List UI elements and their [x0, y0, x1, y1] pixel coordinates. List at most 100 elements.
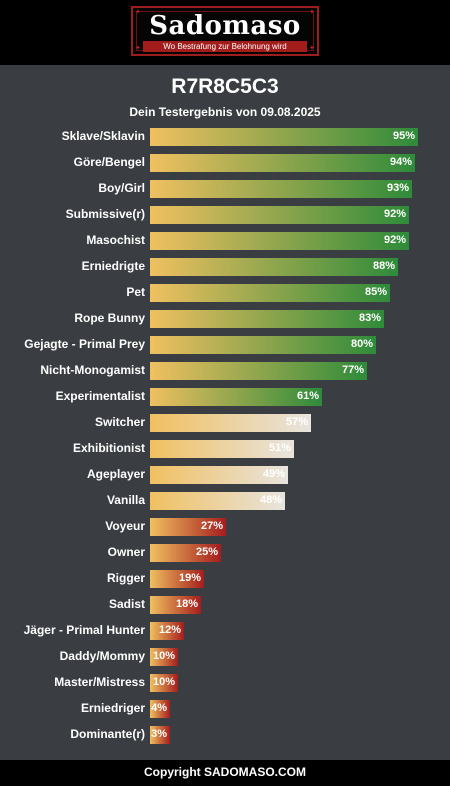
site-logo[interactable]: ✦ ✦ ✦ ✦ Sadomaso Wo Bestrafung zur Beloh… — [131, 6, 319, 56]
result-label: Masochist — [86, 233, 145, 247]
result-row: Rigger 19% — [0, 568, 450, 590]
result-percent: 61% — [296, 390, 319, 402]
result-bar: 4% — [150, 700, 170, 718]
result-percent: 10% — [152, 676, 175, 688]
result-bar: 48% — [150, 492, 285, 510]
result-row: Nicht-Monogamist 77% — [0, 360, 450, 382]
result-row: Gejagte - Primal Prey 80% — [0, 334, 450, 356]
result-label: Experimentalist — [55, 389, 145, 403]
result-percent: 48% — [259, 494, 282, 506]
result-label: Dominante(r) — [70, 727, 145, 741]
result-percent: 25% — [195, 546, 218, 558]
result-percent: 85% — [364, 286, 387, 298]
result-label: Submissive(r) — [65, 207, 145, 221]
result-bar: 3% — [150, 726, 170, 744]
result-bar: 77% — [150, 362, 367, 380]
result-bar: 25% — [150, 544, 221, 562]
result-percent: 92% — [383, 234, 406, 246]
result-row: Göre/Bengel 94% — [0, 152, 450, 174]
corner-ornament-icon: ✦ — [309, 9, 315, 16]
result-bar: 49% — [150, 466, 288, 484]
result-bar: 27% — [150, 518, 226, 536]
result-percent: 49% — [262, 468, 285, 480]
result-bar: 93% — [150, 180, 412, 198]
result-row: Masochist 92% — [0, 230, 450, 252]
result-percent: 51% — [268, 442, 291, 454]
result-bar: 92% — [150, 232, 409, 250]
result-row: Dominante(r) 3% — [0, 724, 450, 746]
result-row: Jäger - Primal Hunter 12% — [0, 620, 450, 642]
result-percent: 95% — [392, 130, 415, 142]
result-bar: 95% — [150, 128, 418, 146]
result-row: Switcher 57% — [0, 412, 450, 434]
corner-ornament-icon: ✦ — [135, 45, 141, 52]
result-percent: 77% — [341, 364, 364, 376]
result-subtitle: Dein Testergebnis von 09.08.2025 — [129, 105, 321, 119]
result-percent: 3% — [151, 728, 167, 740]
result-row: Sadist 18% — [0, 594, 450, 616]
result-bar: 10% — [150, 648, 178, 666]
result-row: Daddy/Mommy 10% — [0, 646, 450, 668]
result-label: Sklave/Sklavin — [61, 129, 145, 143]
result-label: Rope Bunny — [74, 311, 145, 325]
result-row: Exhibitionist 51% — [0, 438, 450, 460]
result-row: Ageplayer 49% — [0, 464, 450, 486]
result-row: Pet 85% — [0, 282, 450, 304]
result-label: Daddy/Mommy — [59, 649, 145, 663]
result-percent: 27% — [200, 520, 223, 532]
result-bar: 12% — [150, 622, 184, 640]
footer-copyright[interactable]: Copyright SADOMASO.COM — [144, 765, 306, 779]
result-bar: 83% — [150, 310, 384, 328]
result-row: Voyeur 27% — [0, 516, 450, 538]
result-label: Voyeur — [105, 519, 145, 533]
result-percent: 88% — [372, 260, 395, 272]
result-label: Rigger — [106, 571, 145, 585]
result-label: Exhibitionist — [73, 441, 145, 455]
result-bar: 57% — [150, 414, 311, 432]
result-row: Boy/Girl 93% — [0, 178, 450, 200]
result-percent: 4% — [151, 702, 167, 714]
result-row: Erniedrigte 88% — [0, 256, 450, 278]
result-bar: 19% — [150, 570, 204, 588]
result-label: Erniedrigte — [81, 259, 145, 273]
site-header: ✦ ✦ ✦ ✦ Sadomaso Wo Bestrafung zur Beloh… — [0, 0, 450, 65]
result-row: Erniedriger 4% — [0, 698, 450, 720]
result-percent: 83% — [358, 312, 381, 324]
logo-wordmark: Sadomaso — [149, 11, 301, 41]
result-row: Submissive(r) 92% — [0, 204, 450, 226]
result-bar: 85% — [150, 284, 390, 302]
result-label: Göre/Bengel — [73, 155, 145, 169]
result-label: Erniedriger — [80, 701, 145, 715]
result-label: Gejagte - Primal Prey — [24, 337, 145, 351]
result-percent: 80% — [350, 338, 373, 350]
result-percent: 94% — [389, 156, 412, 168]
result-bar: 92% — [150, 206, 409, 224]
logo-tagline: Wo Bestrafung zur Belohnung wird — [143, 41, 307, 52]
result-label: Ageplayer — [86, 467, 145, 481]
result-percent: 92% — [383, 208, 406, 220]
result-bar: 51% — [150, 440, 294, 458]
result-label: Sadist — [108, 597, 145, 611]
result-label: Vanilla — [106, 493, 145, 507]
result-bar: 10% — [150, 674, 178, 692]
result-percent: 57% — [285, 416, 308, 428]
result-percent: 12% — [158, 624, 181, 636]
result-percent: 93% — [386, 182, 409, 194]
result-row: Rope Bunny 83% — [0, 308, 450, 330]
result-row: Master/Mistress 10% — [0, 672, 450, 694]
result-bar: 88% — [150, 258, 398, 276]
corner-ornament-icon: ✦ — [309, 45, 315, 52]
result-label: Master/Mistress — [54, 675, 145, 689]
result-label: Jäger - Primal Hunter — [23, 623, 145, 637]
result-label: Pet — [126, 285, 145, 299]
result-label: Boy/Girl — [98, 181, 145, 195]
result-label: Nicht-Monogamist — [40, 363, 145, 377]
result-bar: 18% — [150, 596, 201, 614]
result-percent: 10% — [152, 650, 175, 662]
result-label: Switcher — [94, 415, 145, 429]
corner-ornament-icon: ✦ — [135, 9, 141, 16]
result-percent: 19% — [178, 572, 201, 584]
result-row: Owner 25% — [0, 542, 450, 564]
result-percent: 18% — [175, 598, 198, 610]
result-row: Vanilla 48% — [0, 490, 450, 512]
